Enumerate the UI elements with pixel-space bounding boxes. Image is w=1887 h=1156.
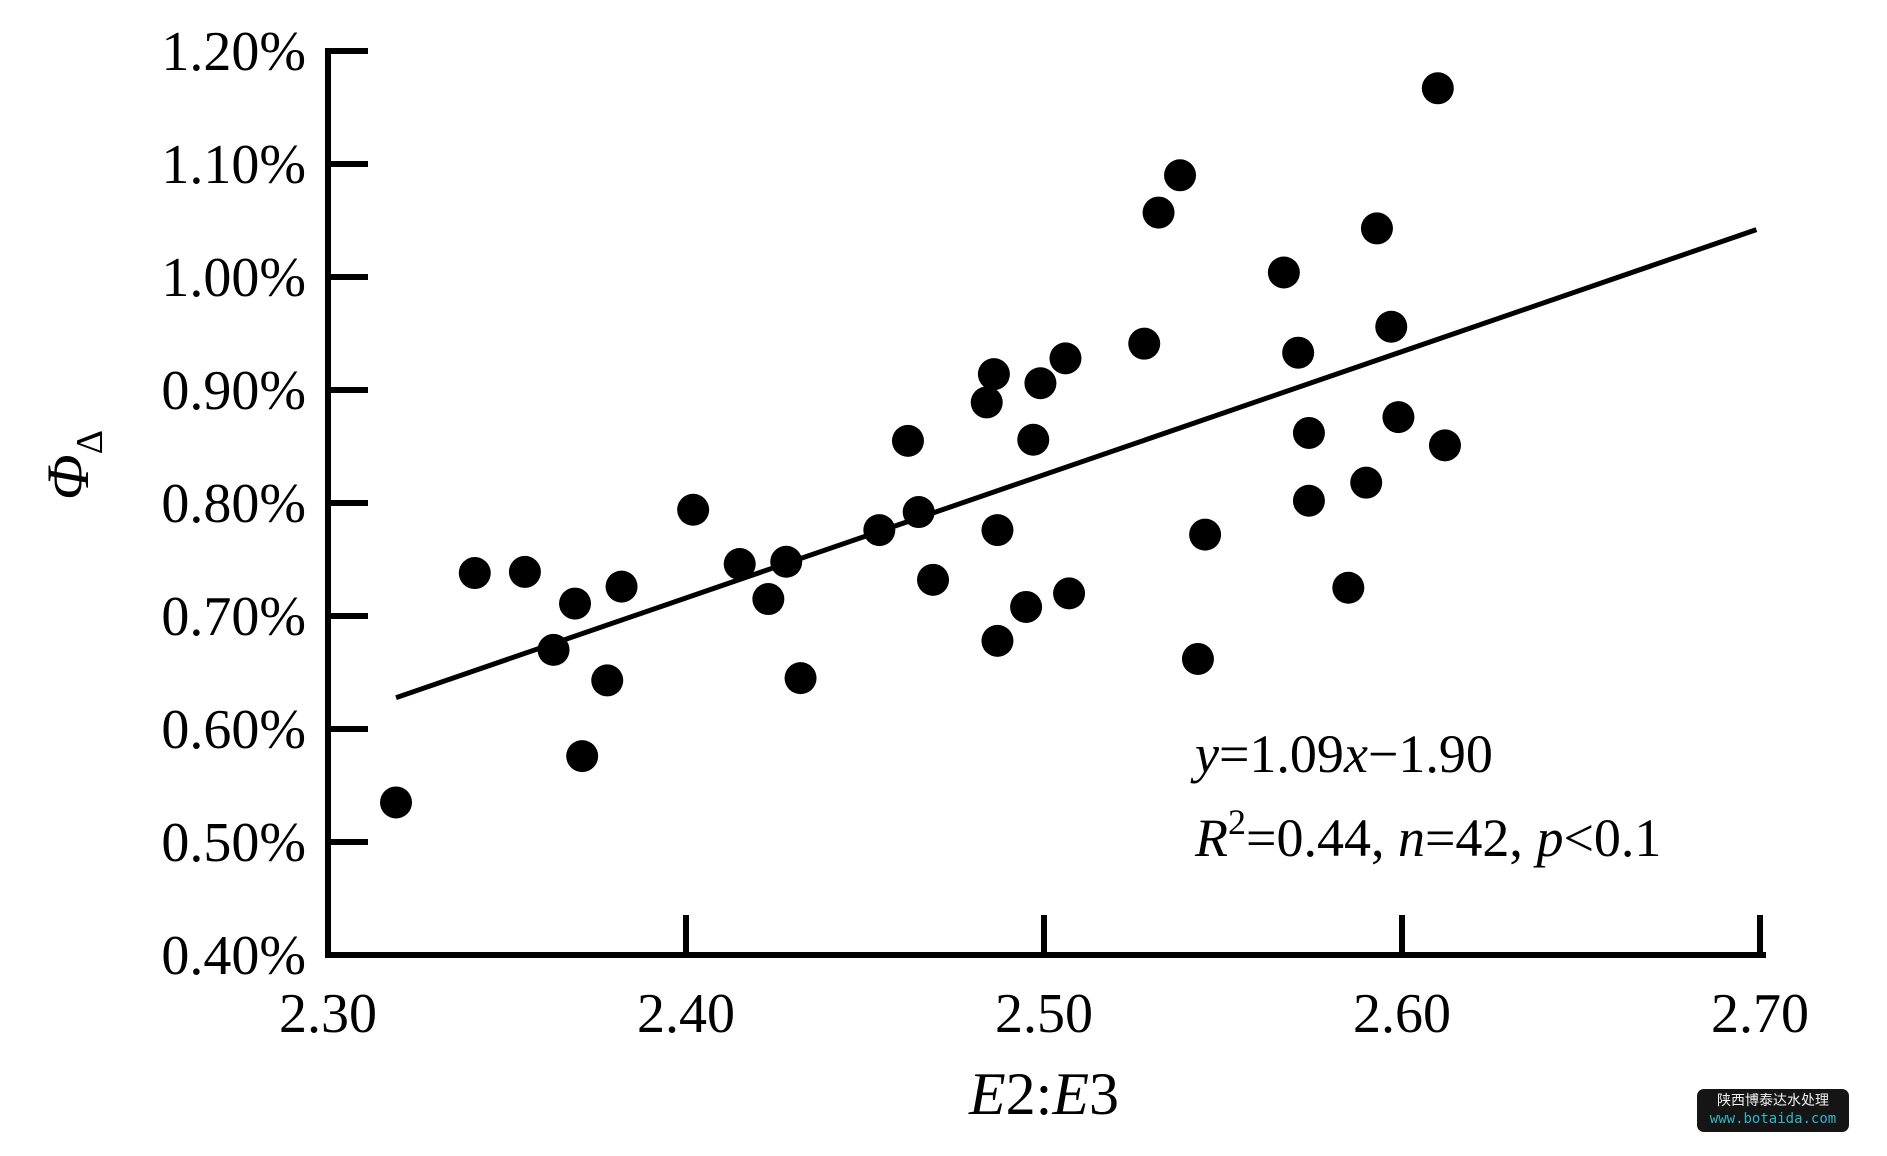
data-point (1164, 159, 1197, 192)
data-point (1292, 484, 1325, 517)
watermark-badge: 陕西博泰达水处理 www.botaida.com (1697, 1089, 1849, 1132)
data-point (1142, 196, 1175, 229)
data-point (1292, 416, 1325, 449)
axis-line (325, 48, 1766, 958)
data-point (863, 514, 896, 547)
data-point (1189, 518, 1222, 551)
data-point (1332, 571, 1365, 604)
data-point (605, 570, 638, 603)
data-point (891, 424, 924, 457)
data-point (970, 386, 1003, 419)
watermark-url: www.botaida.com (1709, 1110, 1837, 1127)
data-point (770, 545, 803, 578)
y-axis-title: ΦΔ (35, 430, 111, 500)
data-point (1010, 590, 1043, 623)
annotation-equation: y=1.09x−1.90 (1190, 724, 1493, 784)
data-point (784, 662, 817, 695)
x-tick-label: 2.60 (1353, 983, 1451, 1045)
data-point (1350, 466, 1383, 499)
x-axis-title: E2:E3 (968, 1061, 1119, 1127)
y-tick-label: 1.20% (161, 21, 306, 83)
data-point (902, 496, 935, 529)
data-point (1017, 423, 1050, 456)
data-point (723, 548, 756, 581)
trend-line (395, 227, 1758, 701)
data-point (1428, 429, 1461, 462)
x-tick-label: 2.70 (1711, 983, 1809, 1045)
data-point (1382, 401, 1415, 434)
data-point (559, 587, 592, 620)
data-point (1128, 327, 1161, 360)
data-point (1375, 310, 1408, 343)
x-tick-label: 2.40 (637, 983, 735, 1045)
data-point (380, 786, 413, 819)
data-point (508, 555, 541, 588)
y-tick-label: 0.80% (161, 473, 306, 535)
data-point (1024, 367, 1057, 400)
y-tick-label: 0.40% (161, 925, 306, 987)
y-tick-label: 0.90% (161, 360, 306, 422)
data-point (458, 557, 491, 590)
data-point (1360, 212, 1393, 245)
data-point (591, 664, 624, 697)
data-point (917, 563, 950, 596)
data-point (1267, 256, 1300, 289)
data-point (1421, 72, 1454, 105)
data-point (1282, 336, 1315, 369)
data-point (977, 358, 1010, 391)
y-tick-label: 0.60% (161, 699, 306, 761)
data-point (981, 624, 1014, 657)
annotation-stats: R2=0.44, n=42, p<0.1 (1194, 802, 1661, 868)
y-tick-label: 0.70% (161, 586, 306, 648)
data-point (537, 633, 570, 666)
data-point (677, 493, 710, 526)
data-point (981, 514, 1014, 547)
y-tick-label: 1.10% (161, 134, 306, 196)
watermark-company: 陕西博泰达水处理 (1717, 1093, 1829, 1109)
data-point (1181, 642, 1214, 675)
x-tick-label: 2.30 (279, 983, 377, 1045)
y-tick-label: 0.50% (161, 812, 306, 874)
data-point (1053, 577, 1086, 610)
data-point (752, 583, 785, 616)
data-point (566, 740, 599, 773)
y-tick-label: 1.00% (161, 247, 306, 309)
data-point (1049, 342, 1082, 375)
x-tick-label: 2.50 (995, 983, 1093, 1045)
